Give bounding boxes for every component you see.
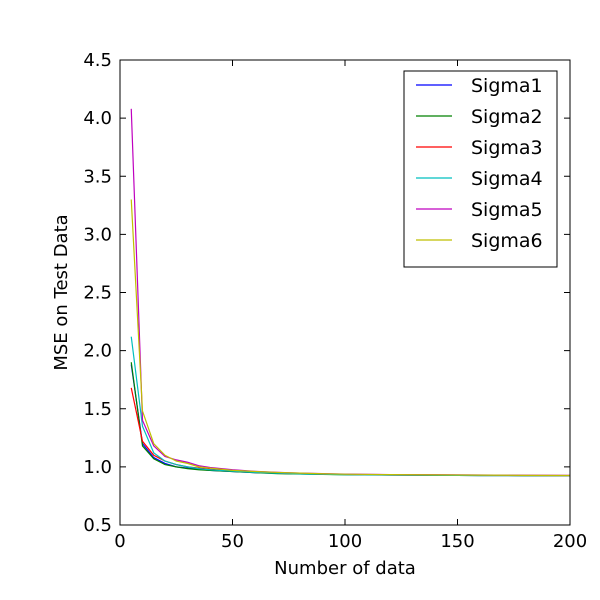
y-tick-label: 3.5 (83, 166, 112, 187)
ticks-group: 0 50 100 150 200 0.5 1.0 1.5 2.0 2.5 3.0 3.5 4.0 4.5 (83, 50, 587, 552)
series-group (130, 108, 571, 477)
y-tick-label: 3.0 (83, 224, 112, 245)
x-tick-label: 150 (440, 531, 474, 552)
legend: Sigma1 Sigma2 Sigma3 Sigma4 Sigma5 Sigma6 (403, 70, 558, 268)
y-tick-label: 2.5 (83, 283, 112, 304)
y-tick-label: 4.0 (83, 108, 112, 129)
legend-label-sigma1: Sigma1 (471, 75, 543, 97)
series-line-sigma6 (130, 199, 571, 477)
y-tick-label: 1.0 (83, 457, 112, 478)
legend-label-sigma4: Sigma4 (471, 168, 543, 190)
legend-label-sigma5: Sigma5 (471, 199, 543, 221)
legend-label-sigma6: Sigma6 (471, 230, 543, 252)
x-tick-label: 0 (114, 531, 125, 552)
y-axis-label: MSE on Test Data (51, 214, 72, 370)
x-tick-label: 50 (221, 531, 244, 552)
legend-label-sigma2: Sigma2 (471, 106, 543, 128)
y-tick-label: 4.5 (83, 50, 112, 71)
x-axis-label: Number of data (274, 558, 416, 579)
legend-label-sigma3: Sigma3 (471, 137, 543, 159)
legend-box (403, 70, 558, 268)
y-tick-label: 1.5 (83, 399, 112, 420)
x-tick-label: 200 (553, 531, 587, 552)
x-tick-label: 100 (328, 531, 362, 552)
y-tick-label: 2.0 (83, 341, 112, 362)
y-tick-label: 0.5 (83, 515, 112, 536)
